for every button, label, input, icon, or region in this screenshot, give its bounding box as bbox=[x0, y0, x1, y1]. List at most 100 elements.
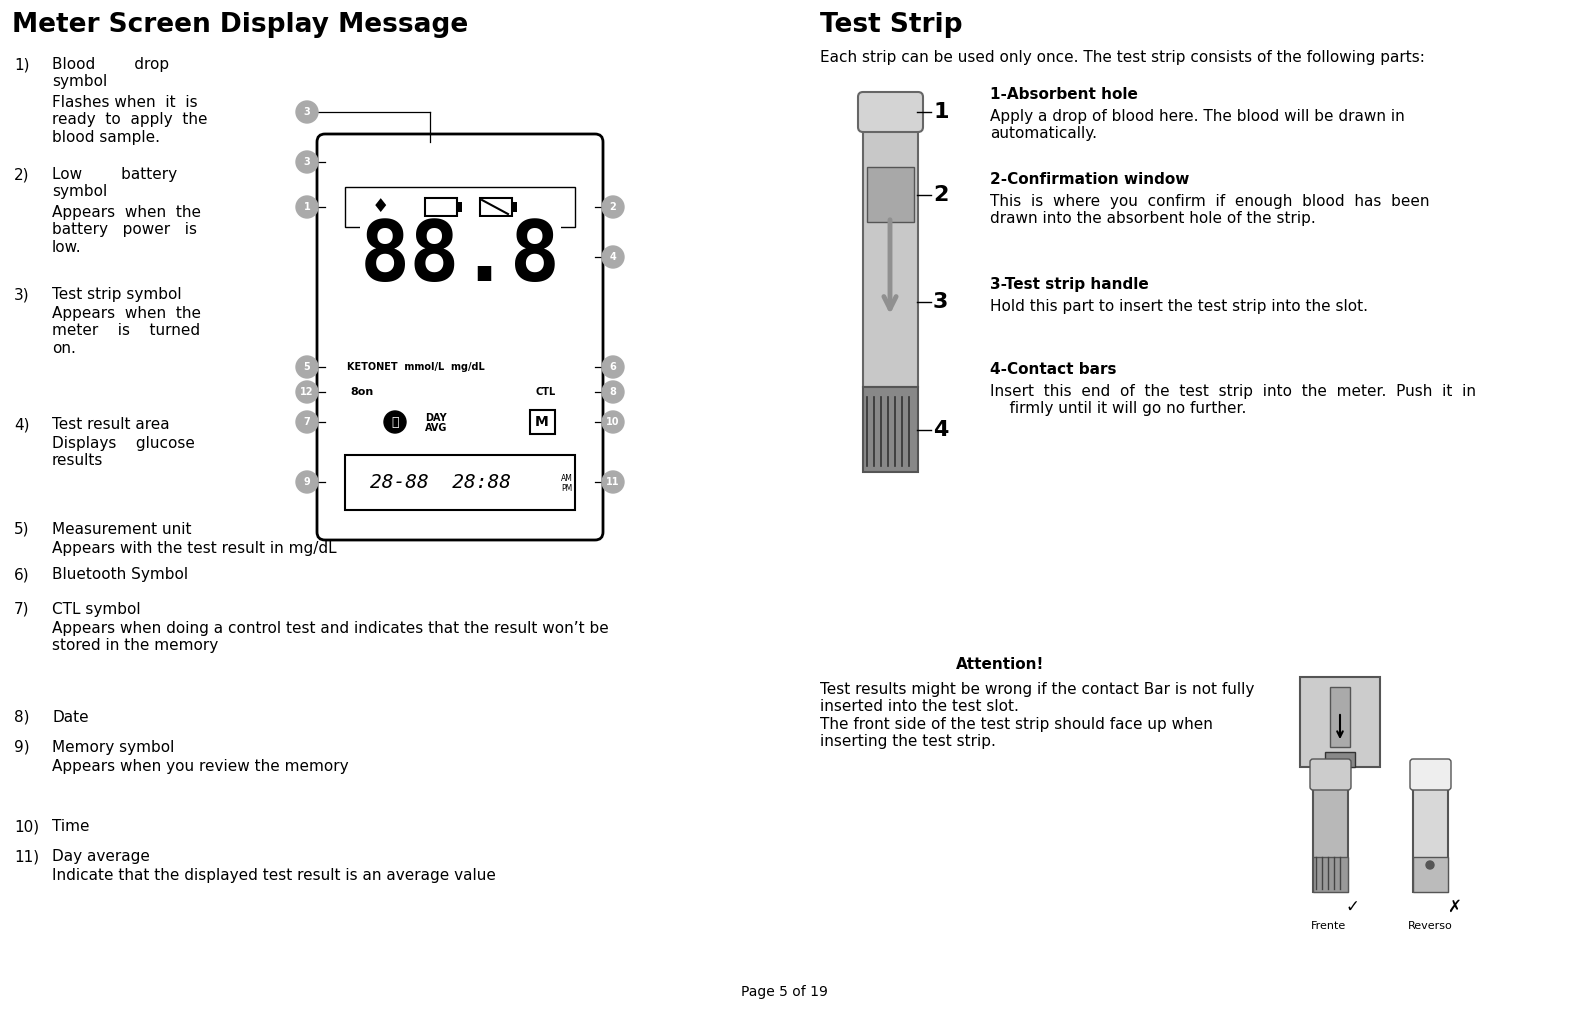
Text: AVG: AVG bbox=[425, 423, 447, 433]
Text: 5): 5) bbox=[14, 522, 30, 537]
Text: Hold this part to insert the test strip into the slot.: Hold this part to insert the test strip … bbox=[990, 299, 1368, 314]
Text: Test strip symbol: Test strip symbol bbox=[52, 287, 182, 302]
Text: Appears when you review the memory: Appears when you review the memory bbox=[52, 759, 348, 774]
Text: Meter Screen Display Message: Meter Screen Display Message bbox=[13, 12, 468, 38]
Text: Low        battery
symbol: Low battery symbol bbox=[52, 167, 177, 199]
Text: Insert  this  end  of  the  test  strip  into  the  meter.  Push  it  in
    fir: Insert this end of the test strip into t… bbox=[990, 384, 1476, 416]
Bar bbox=[1313, 857, 1348, 892]
Text: 1-Absorbent hole: 1-Absorbent hole bbox=[990, 87, 1138, 102]
Text: DAY: DAY bbox=[425, 413, 447, 423]
Text: 3: 3 bbox=[304, 107, 311, 117]
Text: 7): 7) bbox=[14, 602, 30, 617]
Text: This  is  where  you  confirm  if  enough  blood  has  been
drawn into the absor: This is where you confirm if enough bloo… bbox=[990, 194, 1429, 227]
Bar bbox=[868, 167, 915, 222]
Text: 7: 7 bbox=[304, 417, 311, 427]
Text: 3: 3 bbox=[934, 292, 948, 312]
Text: Indicate that the displayed test result is an average value: Indicate that the displayed test result … bbox=[52, 868, 496, 883]
Text: PM: PM bbox=[562, 484, 573, 493]
Text: Test Strip: Test Strip bbox=[821, 12, 962, 38]
Text: 8on: 8on bbox=[350, 387, 373, 397]
Text: Date: Date bbox=[52, 710, 88, 725]
Bar bbox=[457, 202, 461, 212]
Bar bbox=[863, 387, 918, 472]
Text: 8): 8) bbox=[14, 710, 30, 725]
Text: 4: 4 bbox=[934, 420, 948, 440]
Text: 88.8: 88.8 bbox=[359, 217, 560, 298]
Text: 1: 1 bbox=[304, 202, 311, 212]
Text: 2: 2 bbox=[610, 202, 617, 212]
Text: 10): 10) bbox=[14, 819, 39, 834]
Text: 2: 2 bbox=[934, 185, 948, 205]
Text: M: M bbox=[535, 415, 549, 429]
FancyBboxPatch shape bbox=[1411, 759, 1451, 790]
Circle shape bbox=[602, 356, 624, 378]
Text: 28-88  28:88: 28-88 28:88 bbox=[370, 473, 510, 491]
Text: Test results might be wrong if the contact Bar is not fully
inserted into the te: Test results might be wrong if the conta… bbox=[821, 682, 1254, 750]
Circle shape bbox=[1426, 861, 1434, 869]
Text: AM: AM bbox=[562, 474, 573, 483]
Bar bbox=[1324, 752, 1356, 767]
Text: Time: Time bbox=[52, 819, 89, 834]
Text: 3): 3) bbox=[14, 287, 30, 302]
Circle shape bbox=[297, 356, 319, 378]
Text: CTL: CTL bbox=[535, 387, 555, 397]
Text: CTL symbol: CTL symbol bbox=[52, 602, 141, 617]
Text: 9): 9) bbox=[14, 740, 30, 755]
Text: 2): 2) bbox=[14, 167, 30, 182]
Circle shape bbox=[602, 246, 624, 268]
Text: Blood        drop
symbol: Blood drop symbol bbox=[52, 57, 169, 89]
Text: Day average: Day average bbox=[52, 849, 151, 864]
Text: 2-Confirmation window: 2-Confirmation window bbox=[990, 172, 1189, 187]
FancyBboxPatch shape bbox=[858, 92, 923, 132]
Text: 6): 6) bbox=[14, 567, 30, 582]
Circle shape bbox=[602, 471, 624, 493]
Text: 8: 8 bbox=[610, 387, 617, 397]
Text: 4): 4) bbox=[14, 417, 30, 432]
Text: 1): 1) bbox=[14, 57, 30, 72]
Text: Apply a drop of blood here. The blood will be drawn in
automatically.: Apply a drop of blood here. The blood wi… bbox=[990, 109, 1404, 141]
Circle shape bbox=[602, 411, 624, 433]
Circle shape bbox=[602, 196, 624, 218]
Text: 12: 12 bbox=[300, 387, 314, 397]
Text: Displays    glucose
results: Displays glucose results bbox=[52, 436, 195, 469]
Text: Appears  when  the
meter    is    turned
on.: Appears when the meter is turned on. bbox=[52, 306, 201, 356]
Text: ✓: ✓ bbox=[1345, 898, 1359, 916]
Text: Measurement unit: Measurement unit bbox=[52, 522, 191, 537]
Circle shape bbox=[384, 411, 406, 433]
Text: Test result area: Test result area bbox=[52, 417, 169, 432]
Text: Page 5 of 19: Page 5 of 19 bbox=[741, 985, 827, 999]
Circle shape bbox=[297, 471, 319, 493]
Text: Memory symbol: Memory symbol bbox=[52, 740, 174, 755]
Bar bbox=[345, 187, 574, 227]
Bar bbox=[863, 97, 918, 387]
Text: Appears with the test result in mg/dL: Appears with the test result in mg/dL bbox=[52, 541, 337, 556]
FancyBboxPatch shape bbox=[1310, 759, 1351, 790]
Circle shape bbox=[297, 196, 319, 218]
Text: Reverso: Reverso bbox=[1407, 921, 1453, 931]
Text: ♦: ♦ bbox=[372, 197, 389, 217]
FancyBboxPatch shape bbox=[317, 134, 602, 540]
Bar bbox=[425, 198, 457, 216]
Text: 9: 9 bbox=[304, 477, 311, 487]
Text: 3: 3 bbox=[304, 157, 311, 167]
Bar bbox=[511, 202, 518, 212]
Circle shape bbox=[297, 101, 319, 123]
Text: KETONET  mmol/L  mg/dL: KETONET mmol/L mg/dL bbox=[347, 362, 485, 372]
Text: 5: 5 bbox=[304, 362, 311, 372]
Circle shape bbox=[297, 411, 319, 433]
Circle shape bbox=[602, 381, 624, 403]
Bar bbox=[1414, 767, 1448, 892]
Text: 1: 1 bbox=[934, 102, 949, 122]
Text: ✗: ✗ bbox=[1447, 898, 1461, 916]
Text: 11): 11) bbox=[14, 849, 39, 864]
Bar bbox=[1301, 677, 1381, 767]
Text: Appears  when  the
battery   power   is
low.: Appears when the battery power is low. bbox=[52, 205, 201, 255]
Text: Frente: Frente bbox=[1312, 921, 1346, 931]
Text: 4-Contact bars: 4-Contact bars bbox=[990, 362, 1117, 377]
Text: 4: 4 bbox=[610, 252, 617, 262]
Bar bbox=[345, 455, 574, 510]
Text: Attention!: Attention! bbox=[956, 657, 1045, 672]
Text: Each strip can be used only once. The test strip consists of the following parts: Each strip can be used only once. The te… bbox=[821, 50, 1425, 65]
Bar bbox=[530, 410, 555, 434]
Text: 10: 10 bbox=[606, 417, 620, 427]
